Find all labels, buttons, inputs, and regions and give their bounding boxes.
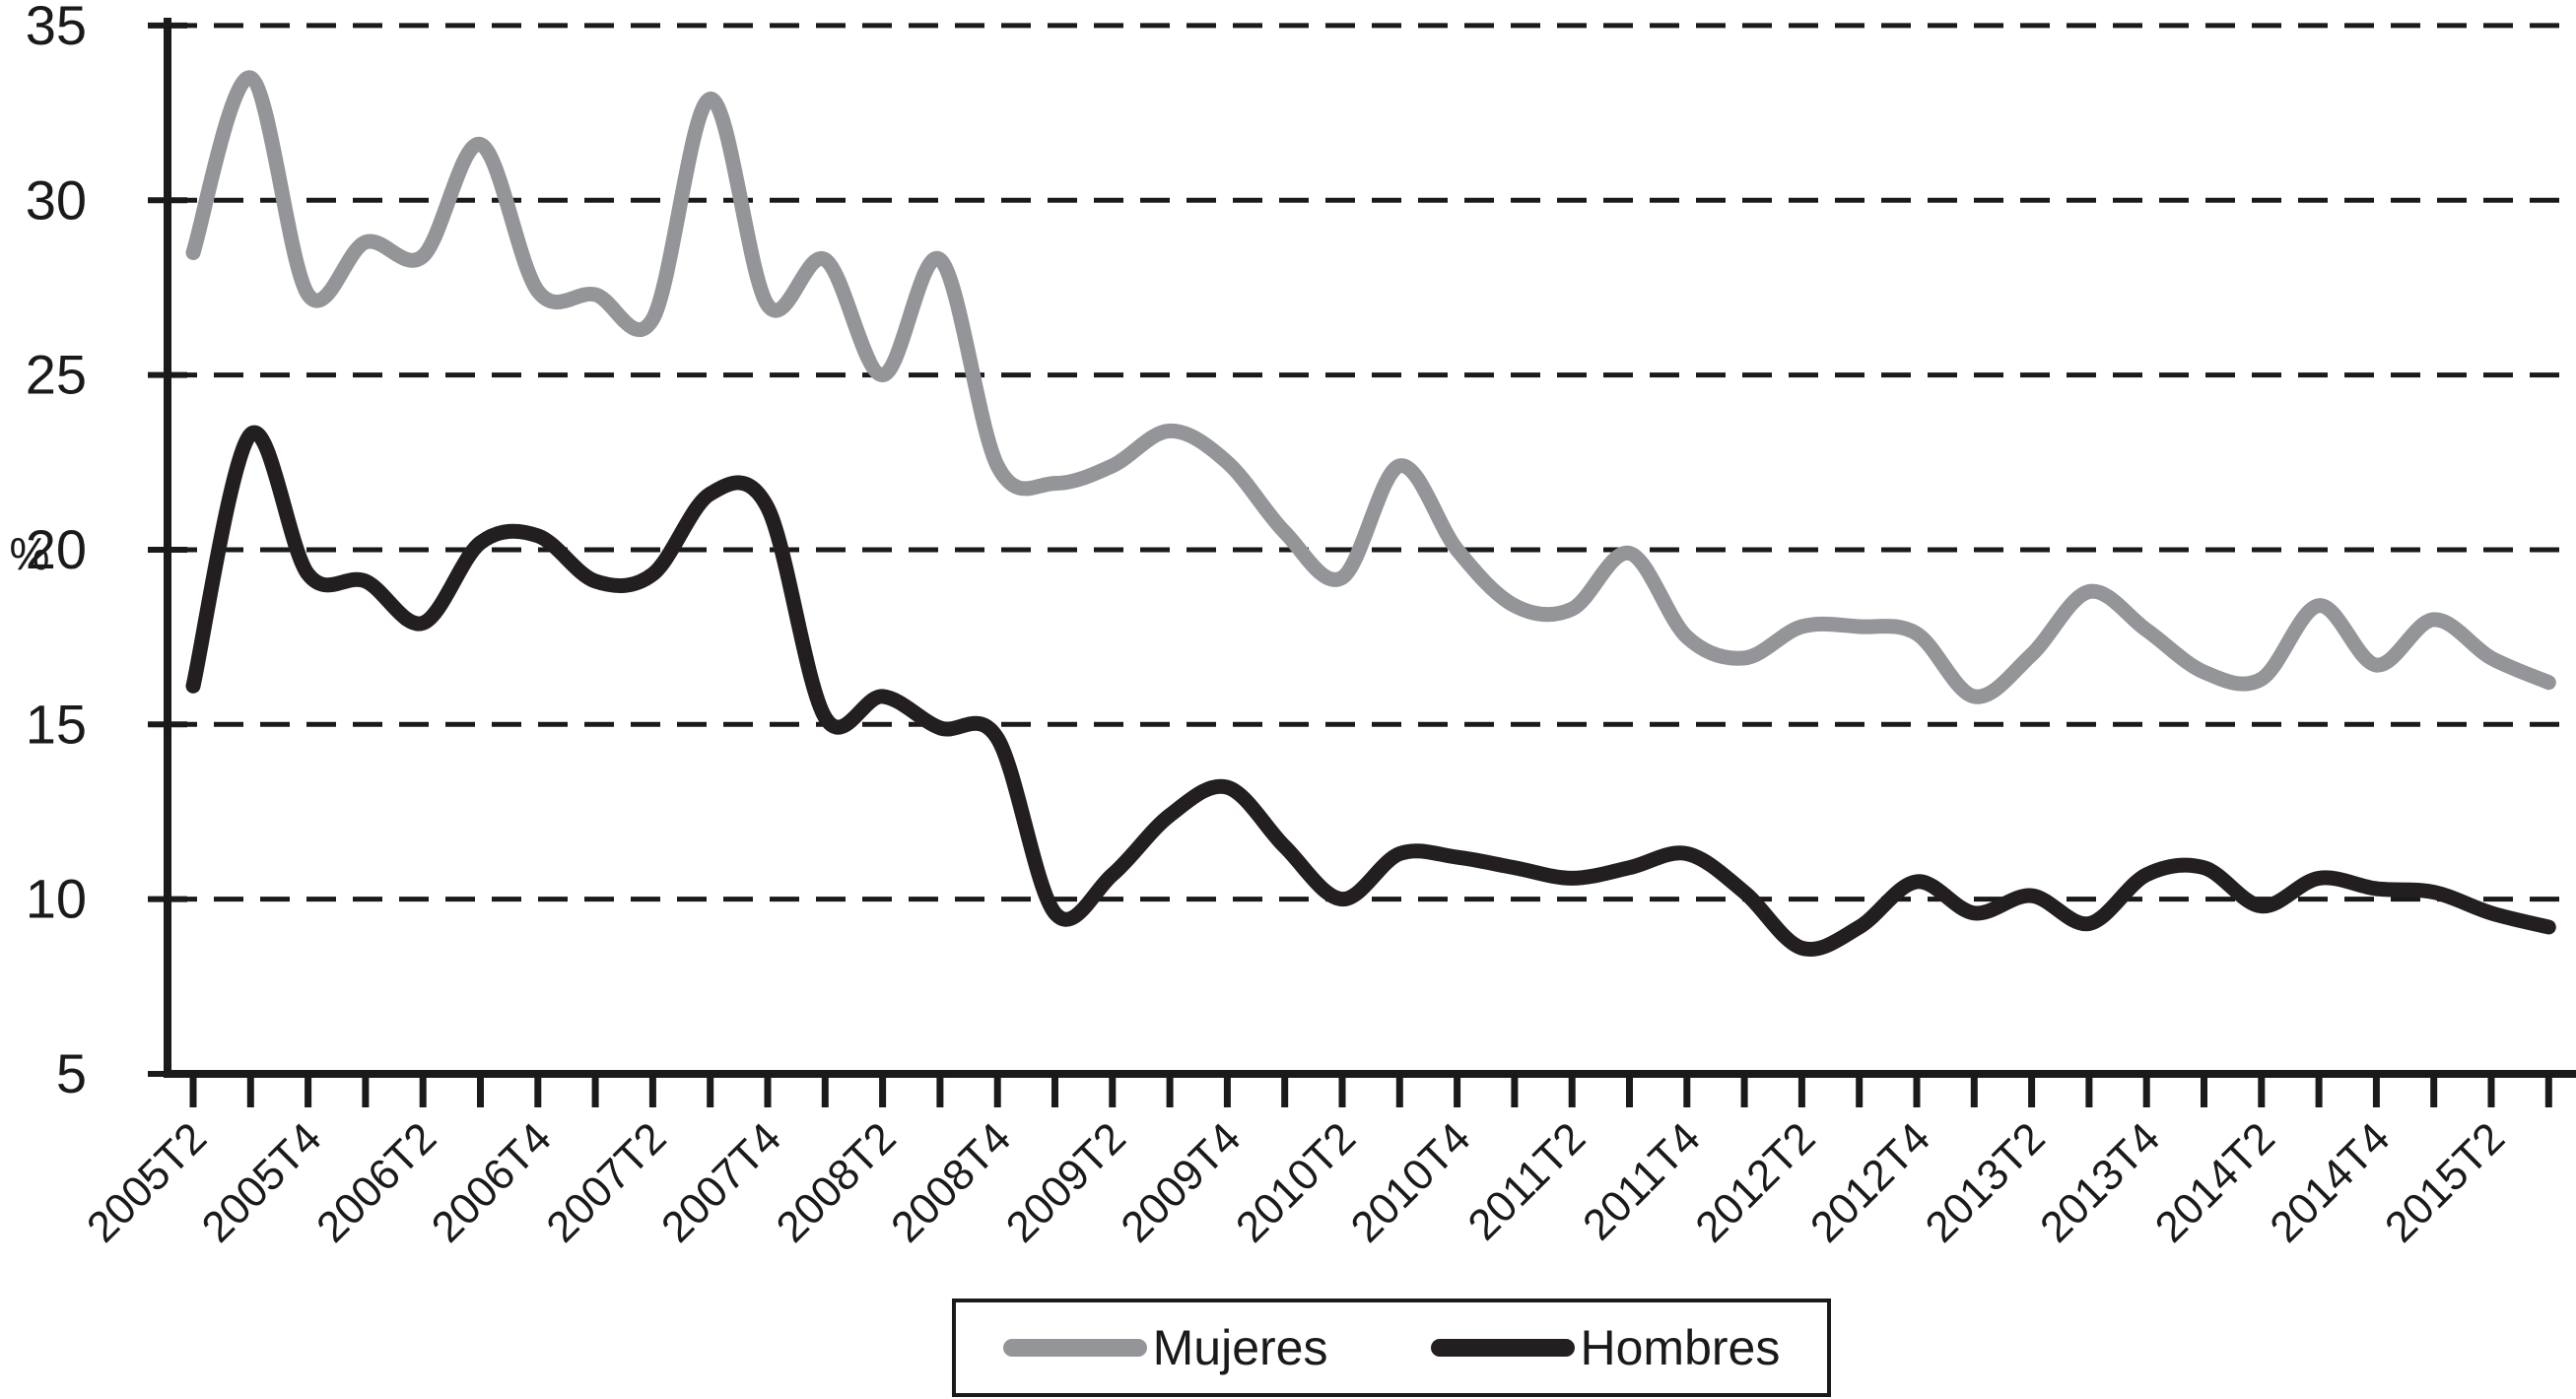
x-tick-label-2007T2: 2007T2 xyxy=(537,1113,675,1251)
x-tick-label-2008T4: 2008T4 xyxy=(882,1113,1020,1251)
x-tick-label-2011T4: 2011T4 xyxy=(1574,1113,1710,1249)
legend-item-mujeres: Mujeres xyxy=(1002,1320,1328,1375)
x-tick-label-2012T4: 2012T4 xyxy=(1801,1113,1939,1251)
hombres-line xyxy=(185,425,2556,957)
x-tick-label-2009T4: 2009T4 xyxy=(1112,1113,1250,1251)
y-tick-label: 25 xyxy=(26,344,87,406)
legend: Mujeres Hombres xyxy=(952,1299,1831,1397)
x-tick-label-2010T4: 2010T4 xyxy=(1341,1113,1479,1251)
x-tick-label-2015T2: 2015T2 xyxy=(2376,1113,2514,1251)
x-tick-label-2012T2: 2012T2 xyxy=(1686,1113,1824,1251)
legend-label-hombres: Hombres xyxy=(1580,1320,1781,1375)
y-tick-label: 10 xyxy=(26,868,87,930)
y-tick-label: 15 xyxy=(26,693,87,755)
y-axis-label: % xyxy=(10,528,50,579)
y-tick-label: 20 xyxy=(26,518,87,580)
x-tick-label-2010T2: 2010T2 xyxy=(1227,1113,1365,1251)
x-tick-label-2014T4: 2014T4 xyxy=(2261,1113,2399,1251)
y-tick-label: 30 xyxy=(26,168,87,231)
x-tick-label-2013T2: 2013T2 xyxy=(1916,1113,2054,1251)
x-tick-label-2008T2: 2008T2 xyxy=(767,1113,905,1251)
x-tick-label-2005T4: 2005T4 xyxy=(192,1113,330,1251)
mujeres-line-swatch xyxy=(1002,1339,1147,1357)
x-tick-label-2006T4: 2006T4 xyxy=(423,1113,561,1251)
y-tick-label: 35 xyxy=(26,0,87,56)
x-tick-label-2006T2: 2006T2 xyxy=(307,1113,445,1251)
hombres-line-swatch xyxy=(1430,1339,1575,1357)
x-tick-label-2005T2: 2005T2 xyxy=(78,1113,216,1251)
x-tick-label-2009T2: 2009T2 xyxy=(997,1113,1135,1251)
legend-label-mujeres: Mujeres xyxy=(1152,1320,1328,1375)
mujeres-line xyxy=(185,70,2556,704)
x-tick-label-2007T4: 2007T4 xyxy=(652,1113,790,1251)
x-tick-label-2013T4: 2013T4 xyxy=(2031,1113,2169,1251)
x-tick-label-2014T2: 2014T2 xyxy=(2146,1113,2284,1251)
legend-item-hombres: Hombres xyxy=(1430,1320,1781,1375)
y-tick-label: 5 xyxy=(56,1042,87,1104)
x-tick-label-2011T2: 2011T2 xyxy=(1458,1113,1594,1249)
